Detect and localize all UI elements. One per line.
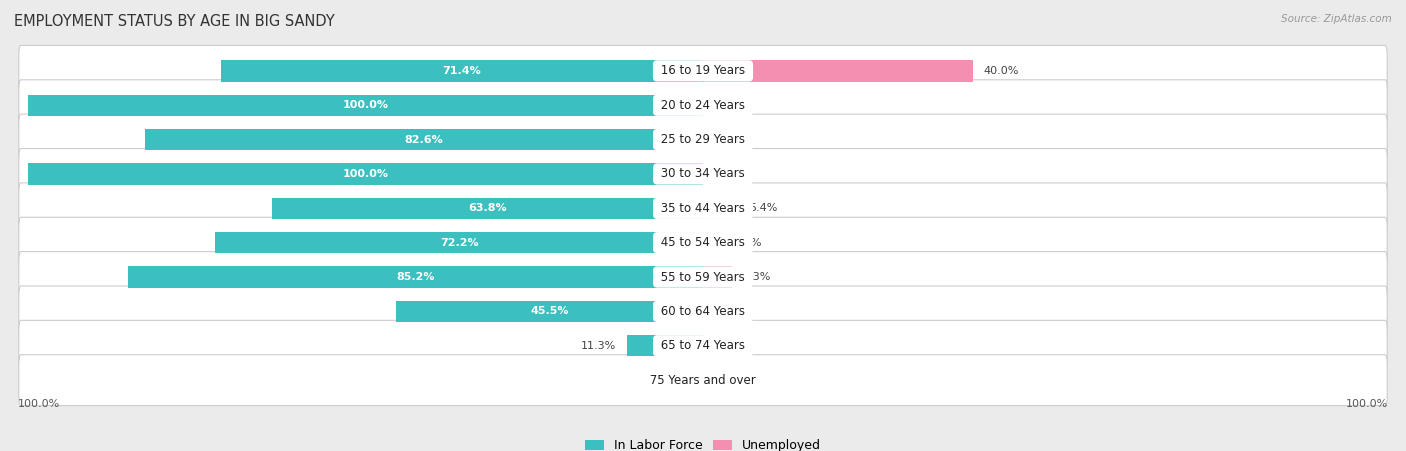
Text: 20 to 24 Years: 20 to 24 Years xyxy=(657,99,749,112)
FancyBboxPatch shape xyxy=(18,46,1388,97)
Bar xyxy=(627,335,703,356)
Bar xyxy=(28,163,703,184)
Text: 72.2%: 72.2% xyxy=(440,238,478,248)
Bar xyxy=(145,129,703,150)
Text: 100.0%: 100.0% xyxy=(342,169,388,179)
Bar xyxy=(703,60,973,82)
Text: 0.0%: 0.0% xyxy=(713,100,741,110)
Text: 45 to 54 Years: 45 to 54 Years xyxy=(657,236,749,249)
Text: 60 to 64 Years: 60 to 64 Years xyxy=(657,305,749,318)
FancyBboxPatch shape xyxy=(18,80,1388,131)
Text: Source: ZipAtlas.com: Source: ZipAtlas.com xyxy=(1281,14,1392,23)
Text: 100.0%: 100.0% xyxy=(1347,399,1389,409)
Bar xyxy=(128,267,703,288)
Text: 16 to 19 Years: 16 to 19 Years xyxy=(657,64,749,78)
Text: 100.0%: 100.0% xyxy=(342,100,388,110)
FancyBboxPatch shape xyxy=(18,114,1388,165)
Text: 2.9%: 2.9% xyxy=(733,238,761,248)
Bar xyxy=(273,198,703,219)
Bar xyxy=(703,198,740,219)
Text: 0.0%: 0.0% xyxy=(665,375,693,385)
Bar xyxy=(215,232,703,253)
Text: 4.3%: 4.3% xyxy=(742,272,770,282)
FancyBboxPatch shape xyxy=(18,354,1388,405)
FancyBboxPatch shape xyxy=(18,252,1388,303)
Bar xyxy=(28,95,703,116)
Text: 63.8%: 63.8% xyxy=(468,203,506,213)
Text: 65 to 74 Years: 65 to 74 Years xyxy=(657,339,749,352)
Text: 40.0%: 40.0% xyxy=(983,66,1019,76)
FancyBboxPatch shape xyxy=(18,148,1388,199)
Text: 5.4%: 5.4% xyxy=(749,203,778,213)
Text: 25 to 29 Years: 25 to 29 Years xyxy=(657,133,749,146)
Bar xyxy=(703,267,733,288)
Text: 0.0%: 0.0% xyxy=(713,341,741,351)
Bar xyxy=(703,232,723,253)
FancyBboxPatch shape xyxy=(18,217,1388,268)
Text: 55 to 59 Years: 55 to 59 Years xyxy=(657,271,749,284)
Text: 82.6%: 82.6% xyxy=(405,134,443,145)
Bar xyxy=(221,60,703,82)
Text: 0.0%: 0.0% xyxy=(713,306,741,317)
Text: 85.2%: 85.2% xyxy=(396,272,434,282)
Text: 0.0%: 0.0% xyxy=(713,169,741,179)
Text: 75 Years and over: 75 Years and over xyxy=(647,373,759,387)
Text: 100.0%: 100.0% xyxy=(17,399,59,409)
Legend: In Labor Force, Unemployed: In Labor Force, Unemployed xyxy=(581,434,825,451)
FancyBboxPatch shape xyxy=(18,183,1388,234)
Text: 35 to 44 Years: 35 to 44 Years xyxy=(657,202,749,215)
Text: 30 to 34 Years: 30 to 34 Years xyxy=(657,167,749,180)
FancyBboxPatch shape xyxy=(18,286,1388,337)
Text: 0.0%: 0.0% xyxy=(713,134,741,145)
FancyBboxPatch shape xyxy=(18,320,1388,371)
Text: 11.3%: 11.3% xyxy=(581,341,617,351)
Text: 45.5%: 45.5% xyxy=(530,306,568,317)
Text: 71.4%: 71.4% xyxy=(443,66,481,76)
Text: 0.0%: 0.0% xyxy=(713,375,741,385)
Bar xyxy=(395,301,703,322)
Text: EMPLOYMENT STATUS BY AGE IN BIG SANDY: EMPLOYMENT STATUS BY AGE IN BIG SANDY xyxy=(14,14,335,28)
